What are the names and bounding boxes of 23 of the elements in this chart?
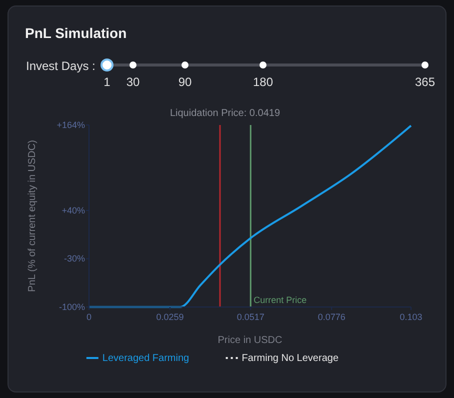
y-tick-label: +40% bbox=[62, 205, 85, 216]
x-tick-label: 0.103 bbox=[400, 312, 422, 322]
text: 1 bbox=[104, 75, 111, 89]
x-tick-label: 0.0517 bbox=[236, 312, 264, 322]
line-series bbox=[88, 124, 412, 308]
x-tick-label: 0.0259 bbox=[156, 312, 184, 322]
legend-label: Leveraged Farming bbox=[102, 353, 190, 364]
text: Invest Days : bbox=[26, 59, 96, 73]
y-tick-label: +164% bbox=[56, 120, 85, 130]
text: 365 bbox=[414, 75, 436, 89]
y-axis-title: PnL (% of current equity in USDC) bbox=[27, 140, 38, 292]
chart-title: PnL Simulation bbox=[25, 25, 127, 41]
x-axis-title: Price in USDC bbox=[218, 335, 282, 346]
y-tick-label: -100% bbox=[58, 302, 85, 312]
legend-label: Farming No Leverage bbox=[242, 353, 339, 364]
x-tick-label: 0 bbox=[86, 312, 92, 322]
text: 30 bbox=[126, 75, 140, 89]
text: 90 bbox=[178, 75, 192, 89]
y-tick-label: -30% bbox=[64, 254, 85, 264]
text: 180 bbox=[252, 75, 274, 89]
ref-line-label: Liquidation Price: 0.0419 bbox=[170, 108, 280, 119]
ref-line-label: Current Price bbox=[254, 295, 307, 305]
x-tick-label: 0.0776 bbox=[318, 312, 346, 322]
